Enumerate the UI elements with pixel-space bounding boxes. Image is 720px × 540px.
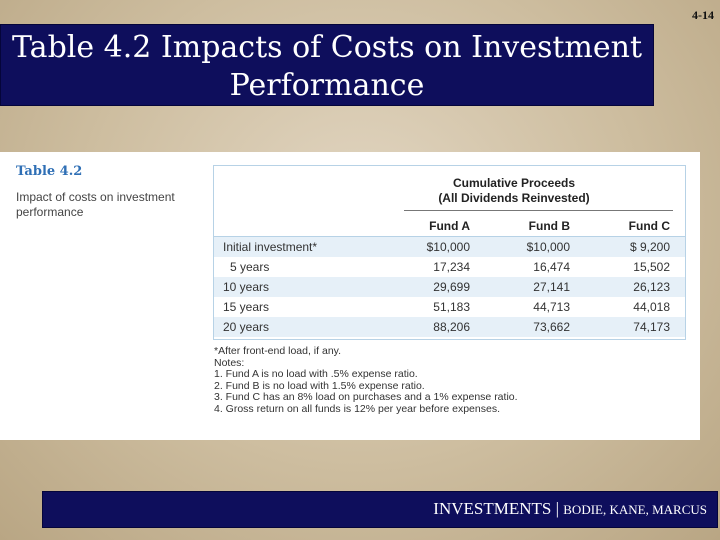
cell-fund-a: 29,699 xyxy=(433,280,470,294)
table-header: Cumulative Proceeds (All Dividends Reinv… xyxy=(354,176,674,206)
slide-title-line-2: Performance xyxy=(229,68,425,103)
cell-fund-c: 44,018 xyxy=(633,300,670,314)
cell-fund-c: 26,123 xyxy=(633,280,670,294)
header-divider xyxy=(214,236,685,237)
note-line: 4. Gross return on all funds is 12% per … xyxy=(214,402,500,415)
header-rule xyxy=(404,210,673,211)
table-row: 20 years 88,206 73,662 74,173 xyxy=(214,317,685,337)
row-label: Initial investment* xyxy=(223,240,318,254)
cell-fund-a: $10,000 xyxy=(426,240,470,254)
header-line-2: (All Dividends Reinvested) xyxy=(438,191,590,205)
table-row: 10 years 29,699 27,141 26,123 xyxy=(214,277,685,297)
slide-number: 4-14 xyxy=(692,8,714,22)
cell-fund-b: 16,474 xyxy=(533,260,570,274)
cell-fund-a: 88,206 xyxy=(433,320,470,334)
cell-fund-b: 44,713 xyxy=(533,300,570,314)
cell-fund-c: $ 9,200 xyxy=(629,240,670,254)
cell-fund-c: 74,173 xyxy=(633,320,670,334)
cell-fund-a: 51,183 xyxy=(433,300,470,314)
footer-book-title: INVESTMENTS | xyxy=(433,499,564,518)
slide-title-box: Table 4.2 Impacts of Costs on Investment… xyxy=(0,24,654,106)
column-header-fund-a: Fund A xyxy=(429,219,470,233)
footer-authors: BODIE, KANE, MARCUS xyxy=(563,502,707,517)
footer-text: INVESTMENTS | BODIE, KANE, MARCUS xyxy=(433,499,707,519)
note-line: 2. Fund B is no load with 1.5% expense r… xyxy=(214,379,425,392)
note-line: 1. Fund A is no load with .5% expense ra… xyxy=(214,368,418,380)
row-label: 15 years xyxy=(223,300,270,314)
column-header-fund-c: Fund C xyxy=(628,219,670,233)
cell-fund-b: 73,662 xyxy=(533,320,570,334)
footer-bar: INVESTMENTS | BODIE, KANE, MARCUS xyxy=(42,491,718,528)
slide-title-line-1: Table 4.2 Impacts of Costs on Investment xyxy=(12,30,642,65)
note-line: 3. Fund C has an 8% load on purchases an… xyxy=(214,391,518,403)
row-label: 5 years xyxy=(230,260,270,274)
table-image-panel: Table 4.2 Impact of costs on investment … xyxy=(0,152,700,440)
cell-fund-b: 27,141 xyxy=(533,280,570,294)
table-label: Table 4.2 xyxy=(16,164,83,179)
note-line: *After front-end load, if any. xyxy=(214,345,342,357)
row-label: 10 years xyxy=(223,280,270,294)
cell-fund-a: 17,234 xyxy=(433,260,470,274)
cost-impact-table: Cumulative Proceeds (All Dividends Reinv… xyxy=(213,165,686,340)
cell-fund-b: $10,000 xyxy=(526,240,570,254)
table-row: 15 years 51,183 44,713 44,018 xyxy=(214,297,685,317)
table-notes: *After front-end load, if any. Notes: 1.… xyxy=(214,345,684,415)
table-caption: Impact of costs on investment performanc… xyxy=(16,190,175,219)
row-label: 20 years xyxy=(223,320,270,334)
table-row: 5 years 17,234 16,474 15,502 xyxy=(214,257,685,277)
note-line: Notes: xyxy=(214,356,245,369)
column-header-fund-b: Fund B xyxy=(528,219,570,233)
table-row: Initial investment* $10,000 $10,000 $ 9,… xyxy=(214,237,685,257)
cell-fund-c: 15,502 xyxy=(633,260,670,274)
header-line-1: Cumulative Proceeds xyxy=(452,176,576,190)
